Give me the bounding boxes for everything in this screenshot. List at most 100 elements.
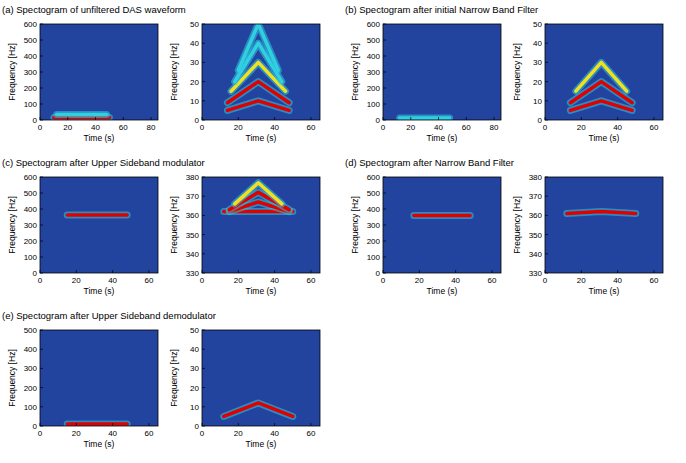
x-tick — [40, 270, 41, 273]
y-tick-label: 370 — [186, 192, 200, 201]
x-axis-title: Time (s) — [84, 133, 115, 143]
x-tick — [40, 423, 41, 426]
y-tick-label: 30 — [190, 364, 199, 373]
y-tick — [202, 330, 205, 331]
x-axis-title: Time (s) — [84, 286, 115, 296]
energy-halo — [576, 62, 627, 91]
panel: (e) Spectogram after Upper Sideband demo… — [2, 310, 216, 449]
energy-band — [57, 113, 107, 117]
plot-background — [40, 177, 158, 273]
y-tick-label: 330 — [186, 269, 200, 278]
plot-background — [383, 24, 501, 120]
x-tick — [238, 270, 239, 273]
x-tick-label: 20 — [63, 123, 72, 132]
energy-band — [414, 214, 470, 218]
x-tick — [112, 423, 113, 426]
x-tick-label: 0 — [38, 123, 43, 132]
y-tick-label: 500 — [24, 36, 38, 45]
plot-background — [545, 177, 663, 273]
y-tick — [202, 62, 205, 63]
y-tick — [40, 387, 43, 388]
y-tick — [40, 40, 43, 41]
x-tick — [466, 117, 467, 120]
y-tick-label: 370 — [529, 192, 543, 201]
marks — [224, 183, 293, 212]
y-tick-label: 200 — [367, 84, 381, 93]
y-tick-label: 500 — [24, 326, 38, 335]
plot-background — [202, 177, 320, 273]
y-tick — [40, 104, 43, 105]
y-tick — [383, 24, 386, 25]
y-tick — [40, 177, 43, 178]
y-tick-label: 0 — [33, 116, 38, 125]
y-tick — [40, 225, 43, 226]
x-tick — [438, 117, 439, 120]
x-tick — [238, 423, 239, 426]
x-tick-label: 0 — [38, 429, 43, 438]
y-tick-label: 50 — [190, 20, 199, 29]
x-tick-label: 20 — [234, 123, 243, 132]
y-tick-label: 40 — [190, 345, 199, 354]
panel-title: (b) Spectogram after initial Narrow Band… — [345, 4, 538, 15]
y-tick-label: 300 — [24, 68, 38, 77]
x-tick-label: 60 — [462, 123, 471, 132]
plot-background — [202, 330, 320, 426]
y-tick — [202, 177, 205, 178]
y-tick-label: 30 — [190, 58, 199, 67]
y-tick-label: 340 — [529, 250, 543, 259]
y-tick-label: 0 — [195, 422, 200, 431]
energy-halo — [67, 421, 127, 426]
y-axis-title: Frequency [Hz] — [169, 196, 179, 254]
y-axis-title: Frequency [Hz] — [350, 196, 360, 254]
y-tick-label: 350 — [529, 231, 543, 240]
x-tick-label: 80 — [490, 123, 499, 132]
marks — [224, 403, 293, 416]
x-tick — [617, 270, 618, 273]
y-tick — [383, 209, 386, 210]
marks — [227, 24, 289, 110]
x-tick — [67, 117, 68, 120]
x-tick — [310, 117, 311, 120]
y-tick-label: 0 — [33, 269, 38, 278]
plot-background — [545, 24, 663, 120]
x-axis-title: Time (s) — [246, 439, 277, 449]
y-tick — [202, 215, 205, 216]
y-tick-label: 300 — [24, 364, 38, 373]
energy-band — [67, 213, 127, 217]
energy-halo — [400, 115, 450, 120]
y-tick — [40, 257, 43, 258]
x-tick-label: 60 — [306, 429, 315, 438]
x-tick — [653, 270, 654, 273]
y-tick — [383, 88, 386, 89]
y-tick-label: 350 — [186, 231, 200, 240]
panel: 020406001020304050Time (s)Frequency [Hz] — [169, 20, 320, 143]
y-tick — [545, 273, 548, 274]
x-tick-label: 0 — [381, 276, 386, 285]
x-axis-title: Time (s) — [84, 439, 115, 449]
x-axis-title: Time (s) — [427, 286, 458, 296]
x-axis-title: Time (s) — [427, 133, 458, 143]
x-tick-label: 60 — [144, 429, 153, 438]
x-tick-label: 20 — [577, 276, 586, 285]
energy-band — [400, 116, 450, 120]
x-tick-label: 80 — [147, 123, 156, 132]
y-tick — [202, 43, 205, 44]
energy-band — [235, 183, 282, 204]
x-tick — [383, 117, 384, 120]
marks — [400, 118, 450, 119]
y-tick-label: 0 — [376, 116, 381, 125]
panel: 020406001020304050Time (s)Frequency [Hz] — [169, 326, 320, 449]
y-tick-label: 360 — [186, 211, 200, 220]
marks — [570, 62, 632, 110]
energy-halo — [238, 24, 278, 70]
x-tick — [310, 270, 311, 273]
y-tick — [202, 273, 205, 274]
x-tick-label: 40 — [270, 276, 279, 285]
y-axis-title: Frequency [Hz] — [169, 43, 179, 101]
y-tick — [383, 120, 386, 121]
y-axis-title: Frequency [Hz] — [512, 196, 522, 254]
y-tick-label: 400 — [24, 205, 38, 214]
y-tick — [202, 349, 205, 350]
y-tick — [40, 120, 43, 121]
y-tick-label: 500 — [367, 36, 381, 45]
